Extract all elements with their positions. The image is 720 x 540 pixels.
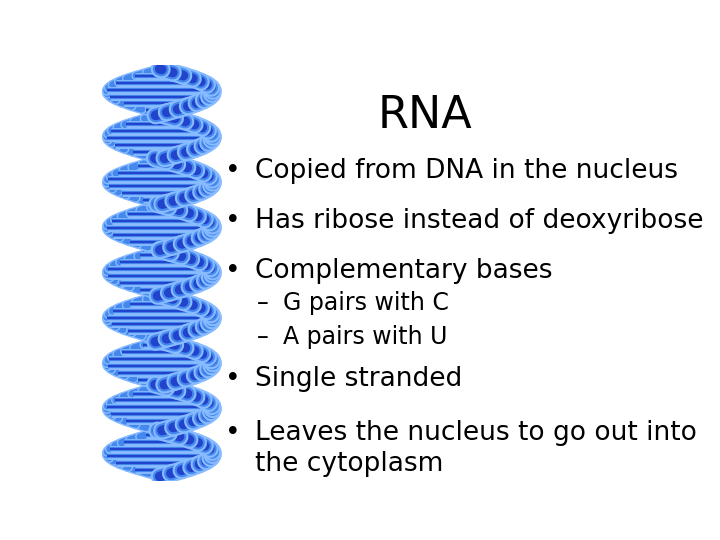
Text: Has ribose instead of deoxyribose: Has ribose instead of deoxyribose (255, 208, 703, 234)
Text: RNA: RNA (377, 94, 472, 137)
Text: Single stranded: Single stranded (255, 366, 462, 392)
Text: •: • (225, 366, 240, 392)
Text: •: • (225, 258, 240, 284)
Text: •: • (225, 158, 240, 184)
Text: •: • (225, 420, 240, 446)
Text: •: • (225, 208, 240, 234)
Text: G pairs with C: G pairs with C (282, 292, 449, 315)
Text: –: – (257, 325, 269, 349)
Text: Leaves the nucleus to go out into
the cytoplasm: Leaves the nucleus to go out into the cy… (255, 420, 696, 477)
Text: A pairs with U: A pairs with U (282, 325, 447, 349)
Text: Copied from DNA in the nucleus: Copied from DNA in the nucleus (255, 158, 678, 184)
Text: Complementary bases: Complementary bases (255, 258, 552, 284)
Text: –: – (257, 292, 269, 315)
